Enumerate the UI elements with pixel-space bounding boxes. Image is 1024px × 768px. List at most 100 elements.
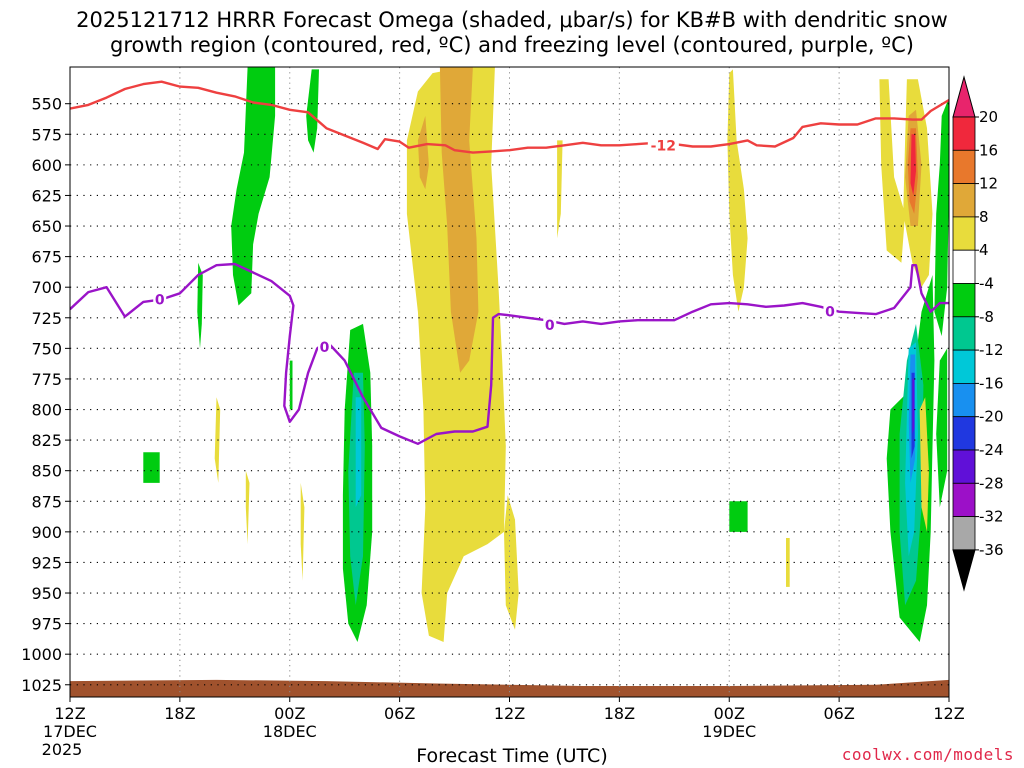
contour-label-bg-1 (153, 291, 167, 308)
ground-layer (70, 679, 949, 697)
omega-region-4-25 (879, 79, 906, 263)
x-tick-label-18: 06Z (384, 704, 415, 723)
omega-region-16-32 (910, 134, 916, 196)
omega-region--8-0 (231, 67, 276, 306)
contour-label-bg-3 (543, 317, 557, 334)
x-tick-label-12: 00Z (274, 704, 305, 723)
x-tick-label-36: 00Z (714, 704, 745, 723)
y-tick-label-850: 850 (31, 462, 62, 481)
omega-shading (143, 67, 949, 642)
colorbar-label-7: -12 (979, 341, 1004, 359)
omega-region-4-27 (919, 397, 929, 532)
omega-region-4-17 (406, 67, 506, 642)
colorbar-segment-6 (952, 283, 976, 318)
colorbar-segment-7 (952, 316, 976, 351)
colorbar-segment-3 (952, 183, 976, 218)
colorbar-label-0: 20 (979, 108, 998, 126)
colorbar-label-12: -32 (979, 508, 1004, 526)
omega-region-4-18 (557, 140, 563, 239)
contour-label-4: 0 (825, 305, 835, 321)
omega-region-4-23 (727, 69, 748, 312)
colorbar-segment-2 (952, 149, 976, 185)
colorbar-label-11: -28 (979, 474, 1004, 492)
x-tick-label-30: 18Z (604, 704, 635, 723)
contour-label-3: 0 (545, 318, 555, 334)
omega-region--8-4 (289, 360, 293, 410)
y-tick-label-725: 725 (31, 309, 62, 328)
omega-region--8-8 (934, 97, 949, 337)
omega-region-4-21 (300, 482, 305, 581)
ground-terrain (70, 679, 949, 697)
colorbar-label-8: -16 (979, 374, 1004, 392)
colorbar-label-6: -8 (979, 308, 994, 326)
colorbar-segment-13 (952, 516, 976, 551)
y-tick-label-650: 650 (31, 217, 62, 236)
grid-lines (70, 67, 949, 697)
y-tick-label-675: 675 (31, 248, 62, 267)
x-tick-date-12: 18DEC (263, 722, 317, 741)
contour-label-0: -12 (651, 138, 676, 154)
colorbar-label-1: 16 (979, 141, 998, 159)
contour--12 (70, 80, 949, 154)
x-tick-year-0: 2025 (42, 740, 83, 759)
omega-region--8-1 (306, 69, 319, 153)
y-tick-label-625: 625 (31, 186, 62, 205)
y-tick-label-575: 575 (31, 125, 62, 144)
contour-label-2: 0 (320, 340, 330, 356)
omega-region--28-16 (912, 378, 915, 434)
omega-region-4-20 (245, 470, 250, 545)
y-tick-label-750: 750 (31, 339, 62, 358)
colorbar-segment-8 (952, 349, 976, 384)
y-tick-label-1000: 1000 (21, 645, 62, 664)
y-tick-label-825: 825 (31, 431, 62, 450)
x-tick-label-6: 18Z (164, 704, 195, 723)
y-tick-label-1025: 1025 (21, 676, 62, 695)
x-axis-title: Forecast Time (UTC) (416, 745, 608, 767)
y-axis: 550 575 600 625 650 675 700 725 750 775 800 825 850 8… (21, 95, 70, 695)
plot-area (70, 67, 949, 697)
colorbar-label-5: -4 (979, 275, 994, 293)
chart-title-line2: growth region (contoured, red, ºC) and f… (110, 33, 914, 57)
credit-link[interactable]: coolwx.com/models (841, 745, 1014, 764)
omega-region--16-12 (355, 397, 362, 508)
colorbar-label-2: 12 (979, 175, 998, 193)
y-tick-label-700: 700 (31, 278, 62, 297)
x-tick-label-24: 12Z (494, 704, 525, 723)
x-tick-date-0: 17DEC (43, 722, 97, 741)
contour-label-bg-2 (318, 339, 332, 356)
omega-region-8-28 (439, 67, 479, 373)
colorbar-label-13: -36 (979, 541, 1004, 559)
chart-title-line1: 2025121712 HRRR Forecast Omega (shaded, … (76, 8, 948, 32)
colorbar-segment-11 (952, 449, 976, 484)
x-tick-label-0: 12Z (54, 704, 85, 723)
colorbar-top-arrow (952, 75, 976, 118)
y-tick-label-600: 600 (31, 156, 62, 175)
colorbar-bottom-arrow (952, 549, 976, 592)
omega-region--8-3 (143, 452, 160, 483)
y-tick-label-900: 900 (31, 523, 62, 542)
colorbar-label-10: -24 (979, 441, 1004, 459)
colorbar-segment-1 (952, 116, 976, 151)
x-tick-label-48: 12Z (933, 704, 964, 723)
colorbar-label-4: 4 (979, 241, 989, 259)
colorbar-segment-5 (952, 249, 976, 284)
colorbar-segment-4 (952, 216, 976, 251)
y-tick-label-925: 925 (31, 553, 62, 572)
omega-region--8-6 (729, 501, 748, 532)
y-tick-label-950: 950 (31, 584, 62, 603)
y-tick-label-875: 875 (31, 492, 62, 511)
contour-label-bg-4 (823, 303, 837, 320)
colorbar-label-3: 8 (979, 208, 989, 226)
y-tick-label-550: 550 (31, 95, 62, 114)
y-tick-label-975: 975 (31, 615, 62, 634)
colorbar: 20 16 12 8 4 -4 -8 -12 -16 -20 -24 -28 -32 -36 (952, 75, 1004, 592)
colorbar-segment-9 (952, 382, 976, 418)
y-tick-label-800: 800 (31, 401, 62, 420)
colorbar-label-9: -20 (979, 408, 1004, 426)
omega-region--8-9 (936, 348, 948, 508)
contour-label-bg-0 (647, 137, 679, 154)
omega-region--8-2 (197, 262, 203, 349)
colorbar-segment-10 (952, 416, 976, 451)
